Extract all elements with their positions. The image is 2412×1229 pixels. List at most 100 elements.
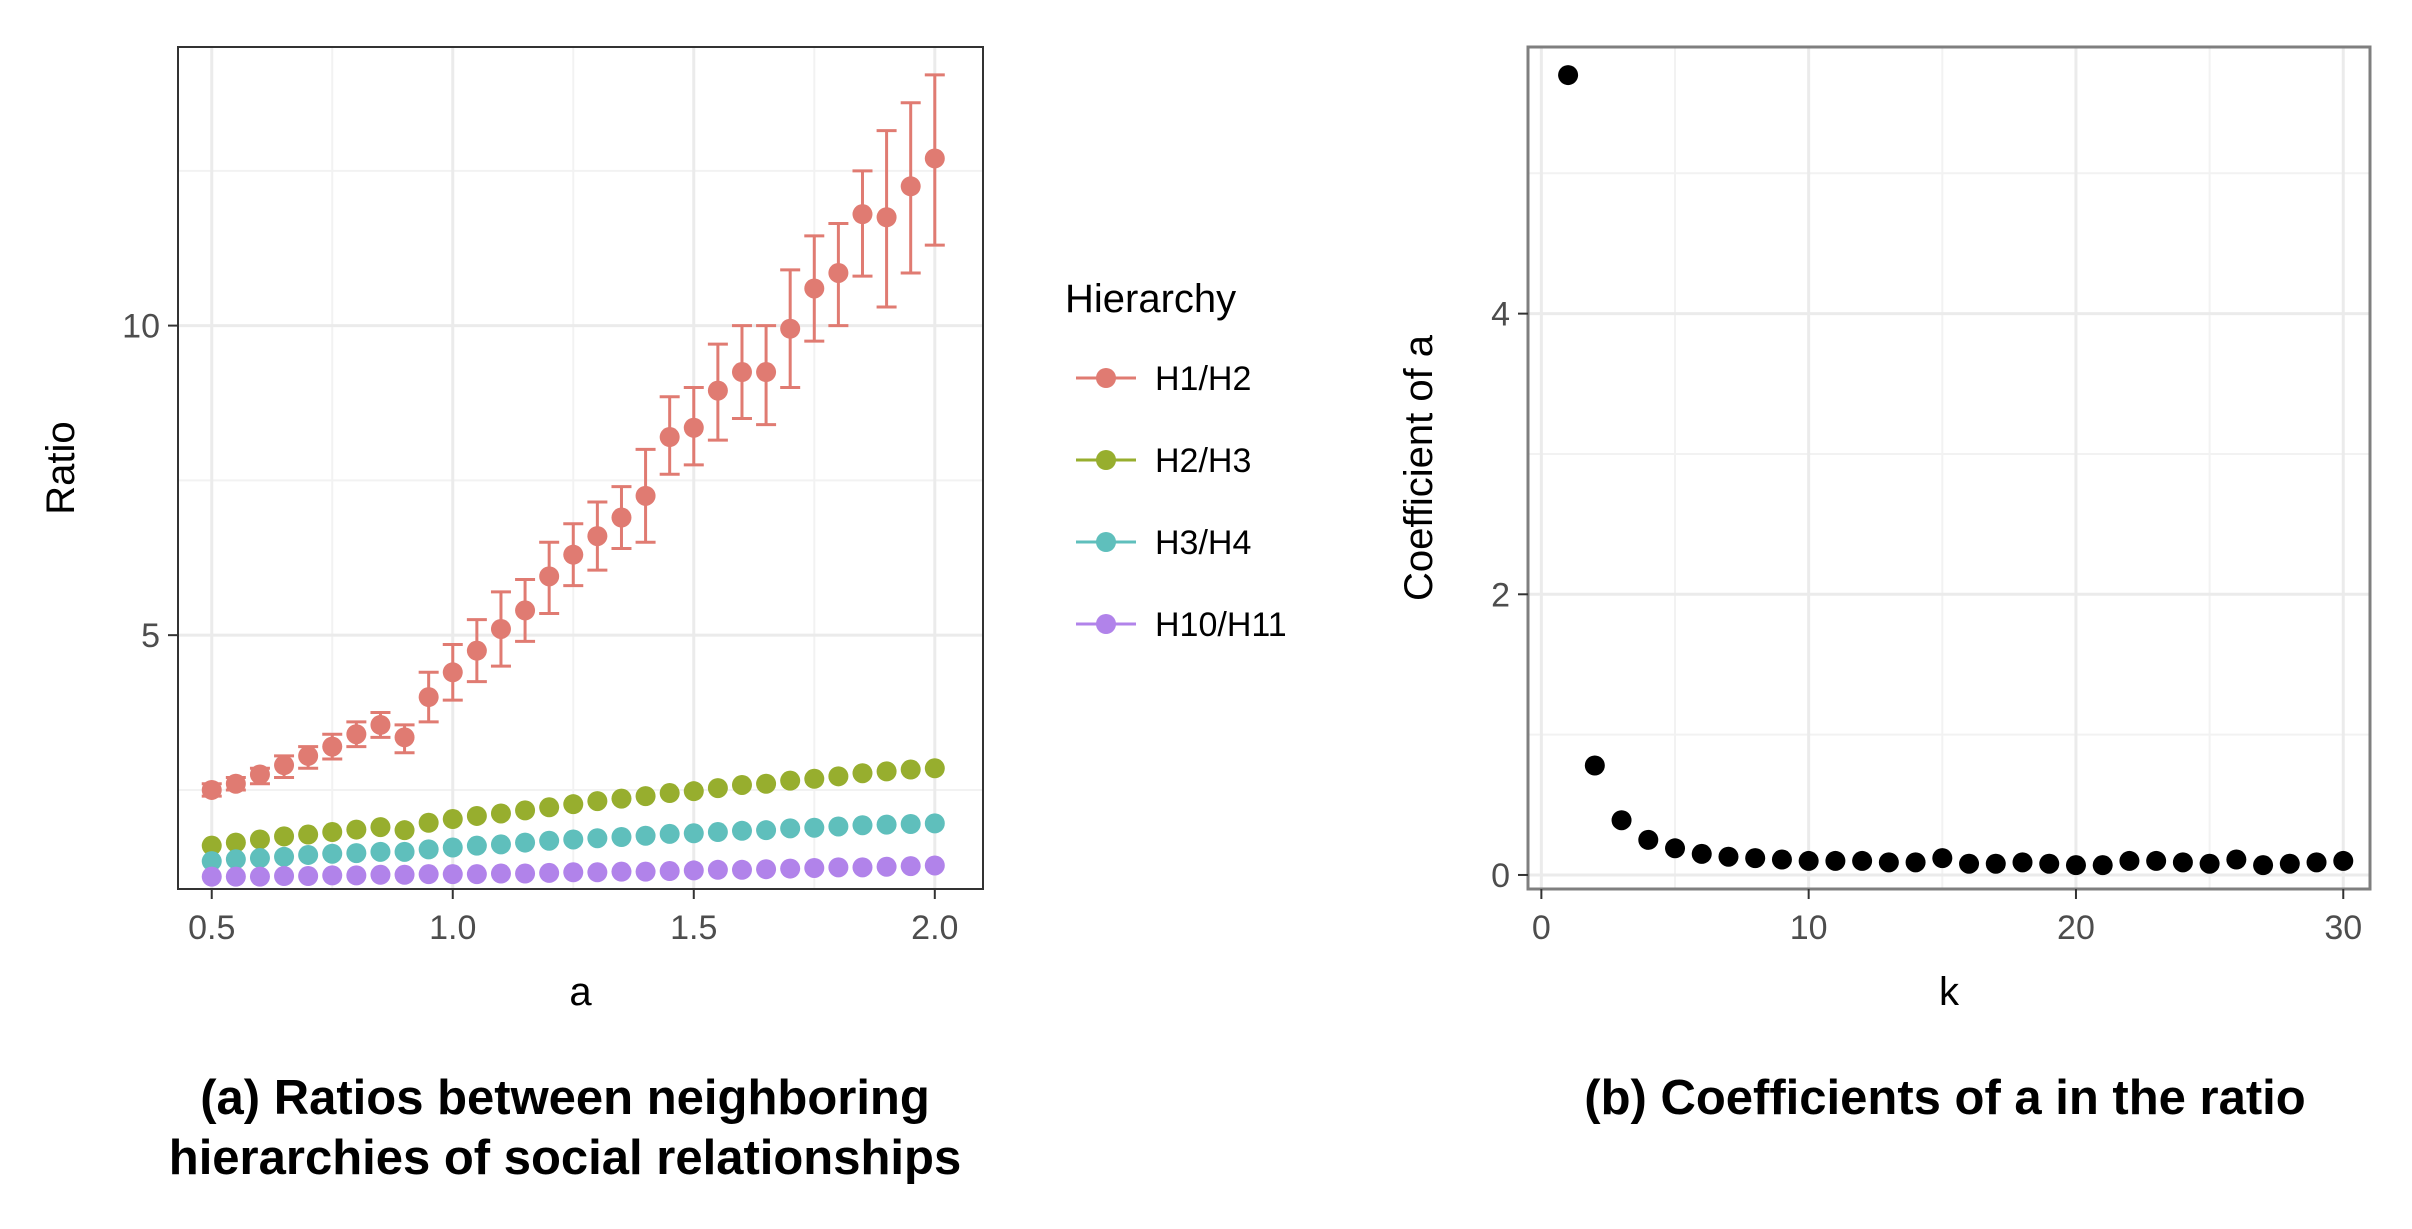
a-data-point — [298, 865, 319, 886]
a-data-point — [515, 863, 536, 884]
a-data-point — [659, 861, 680, 882]
b-data-point — [1932, 848, 1953, 869]
a-data-point — [515, 600, 536, 621]
a-data-point — [274, 755, 295, 776]
legend-label: H3/H4 — [1155, 524, 1251, 562]
a-data-point — [924, 148, 945, 169]
a-data-point — [804, 278, 825, 299]
a-data-point — [249, 866, 270, 887]
a-data-point — [587, 791, 608, 812]
a-data-point — [370, 817, 391, 838]
a-data-point — [635, 825, 656, 846]
a-data-point — [539, 797, 560, 818]
a-data-point — [225, 849, 246, 870]
panel-b-marks — [1558, 65, 2354, 876]
a-data-point — [274, 846, 295, 867]
a-data-point — [394, 841, 415, 862]
legend-label: H2/H3 — [1155, 442, 1251, 480]
b-data-point — [1745, 848, 1766, 869]
a-series-h10-h11 — [201, 855, 945, 887]
a-data-point — [201, 779, 222, 800]
a-data-point — [780, 858, 801, 879]
a-data-point — [563, 862, 584, 883]
panel-a-plot-border — [177, 46, 984, 890]
a-data-point — [298, 824, 319, 845]
b-data-point — [1852, 850, 1873, 871]
legend-item-h1-h2: H1/H2 — [1076, 360, 1251, 398]
a-data-point — [225, 866, 246, 887]
a-data-point — [539, 862, 560, 883]
legend-items: H1/H2 H2/H3 H3/H4 H10/H11 — [1076, 360, 1287, 644]
b-data-point — [2279, 853, 2300, 874]
b-data-point — [2333, 850, 2354, 871]
a-data-point — [924, 758, 945, 779]
a-y-tick-label: 5 — [141, 617, 160, 655]
b-data-point — [1985, 853, 2006, 874]
a-data-point — [587, 526, 608, 547]
a-data-point — [731, 859, 752, 880]
a-data-point — [515, 800, 536, 821]
a-data-point — [900, 176, 921, 197]
a-data-point — [900, 759, 921, 780]
a-data-point — [274, 826, 295, 847]
a-x-tick-label: 1.0 — [429, 909, 476, 947]
panel-a-caption: (a) Ratios between neighboring hierarchi… — [168, 1071, 962, 1185]
panel-a-ticks: 0.5 1.0 1.5 2.0 5 10 — [122, 308, 958, 947]
a-data-point — [731, 774, 752, 795]
b-data-point — [2306, 852, 2327, 873]
a-data-point — [442, 837, 463, 858]
b-x-tick-label: 0 — [1532, 909, 1551, 947]
b-data-point — [2092, 855, 2113, 876]
a-data-point — [539, 830, 560, 851]
a-data-point — [659, 783, 680, 804]
a-data-point — [418, 812, 439, 833]
panel-a-marks — [201, 73, 945, 887]
a-data-point — [515, 832, 536, 853]
a-data-point — [756, 362, 777, 383]
legend-label: H1/H2 — [1155, 360, 1251, 398]
a-data-point — [201, 866, 222, 887]
panel-b-grid — [1528, 47, 2370, 889]
a-data-point — [346, 819, 367, 840]
a-data-point — [683, 781, 704, 802]
b-x-tick-label: 20 — [2057, 909, 2095, 947]
legend-title: Hierarchy — [1065, 277, 1236, 321]
a-data-point — [490, 834, 511, 855]
b-data-point — [1959, 853, 1980, 874]
panel-b-coefficients-chart: 0 10 20 30 0 2 4 k Coefficient of a — [1397, 45, 2372, 1014]
a-y-tick-label: 10 — [122, 308, 160, 346]
a-data-point — [780, 318, 801, 339]
a-data-point — [611, 861, 632, 882]
a-data-point — [418, 864, 439, 885]
panel-a-x-axis-title: a — [569, 970, 592, 1014]
legend-item-h10-h11: H10/H11 — [1076, 606, 1287, 644]
a-data-point — [539, 566, 560, 587]
b-y-tick-label: 0 — [1491, 857, 1510, 895]
b-y-tick-label: 2 — [1491, 576, 1510, 614]
panel-b-plot-background — [1528, 47, 2370, 889]
panel-a-ratios-chart: 0.5 1.0 1.5 2.0 5 10 a Ratio — [39, 46, 984, 1014]
a-data-point — [466, 640, 487, 661]
a-data-point — [780, 770, 801, 791]
a-data-point — [707, 859, 728, 880]
a-data-point — [394, 820, 415, 841]
b-data-point — [2065, 855, 2086, 876]
a-data-point — [418, 839, 439, 860]
a-data-point — [852, 857, 873, 878]
a-data-point — [490, 803, 511, 824]
b-data-point — [1691, 843, 1712, 864]
a-data-point — [322, 822, 343, 843]
b-data-point — [1584, 755, 1605, 776]
b-series-series — [1558, 65, 2354, 876]
a-data-point — [370, 841, 391, 862]
a-data-point — [442, 864, 463, 885]
a-data-point — [418, 687, 439, 708]
a-data-point — [225, 773, 246, 794]
a-data-point — [828, 766, 849, 787]
a-data-point — [804, 817, 825, 838]
a-data-point — [659, 823, 680, 844]
panel-b-plot-border — [1526, 45, 2372, 891]
b-data-point — [1718, 846, 1739, 867]
a-data-point — [346, 865, 367, 886]
a-data-point — [490, 618, 511, 639]
